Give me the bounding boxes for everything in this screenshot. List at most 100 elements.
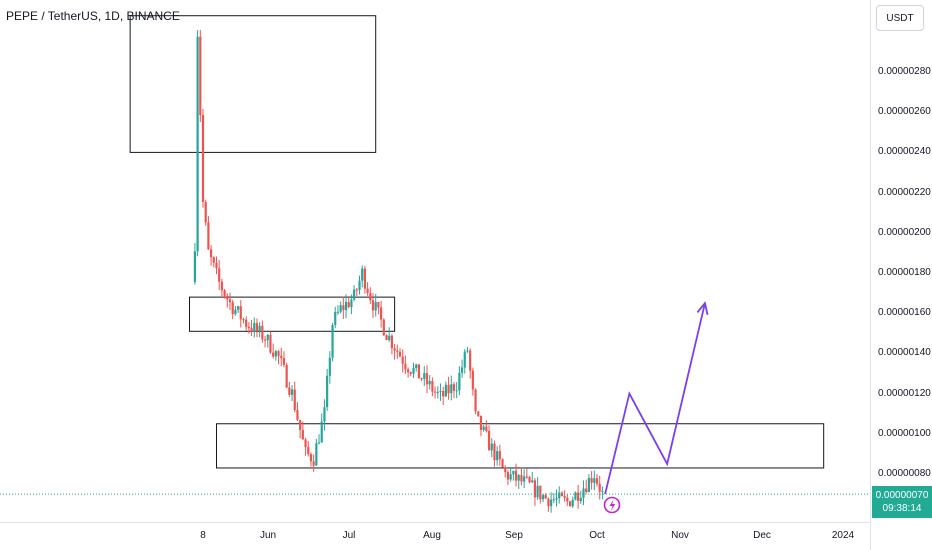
bar-countdown: 09:38:14 xyxy=(882,503,922,514)
candle xyxy=(512,470,515,481)
candle xyxy=(296,402,299,421)
candle xyxy=(525,468,528,479)
candle xyxy=(520,467,523,486)
candle xyxy=(531,471,534,483)
candle xyxy=(380,300,383,328)
candle xyxy=(574,491,577,501)
candle xyxy=(223,288,226,299)
candle xyxy=(299,419,302,439)
candle xyxy=(328,351,331,384)
candle xyxy=(396,344,399,359)
price-tick-label: 0.00000140 xyxy=(878,347,931,359)
candle xyxy=(595,474,599,487)
projection-path[interactable] xyxy=(604,302,706,495)
candle xyxy=(582,480,585,506)
candle xyxy=(388,327,391,342)
price-chart[interactable] xyxy=(0,0,870,522)
candle xyxy=(347,296,350,309)
candle xyxy=(358,275,361,295)
candle xyxy=(288,381,291,397)
candle xyxy=(369,287,372,305)
candle xyxy=(425,365,429,394)
candle xyxy=(490,438,493,458)
candle xyxy=(204,199,207,226)
candle xyxy=(536,477,539,500)
candle xyxy=(474,388,477,415)
price-tick-label: 0.00000120 xyxy=(878,387,931,399)
candle xyxy=(601,486,604,500)
candle xyxy=(436,386,439,399)
candle xyxy=(323,399,326,431)
candle xyxy=(371,293,375,318)
currency-button[interactable]: USDT xyxy=(876,5,924,31)
candle xyxy=(428,375,431,390)
candle xyxy=(274,349,277,361)
candle xyxy=(517,474,520,489)
projection-arrowhead xyxy=(696,301,709,316)
candle xyxy=(266,333,269,348)
candle xyxy=(541,493,545,503)
candle xyxy=(409,371,412,377)
candle xyxy=(220,278,223,298)
candle xyxy=(263,336,267,348)
candle xyxy=(593,470,596,491)
price-tick-label: 0.00000260 xyxy=(878,106,931,118)
candle xyxy=(498,444,501,466)
candle xyxy=(250,319,253,336)
candle xyxy=(528,475,531,484)
candle xyxy=(290,385,294,402)
candle xyxy=(209,245,213,266)
price-tick-label: 0.00000100 xyxy=(878,427,931,439)
candle xyxy=(433,386,437,399)
price-tick-label: 0.00000280 xyxy=(878,66,931,77)
candle xyxy=(253,317,256,338)
candle xyxy=(212,256,215,268)
candle xyxy=(277,349,280,365)
candle xyxy=(339,301,342,314)
candle xyxy=(344,294,348,319)
zone-rectangle-2[interactable] xyxy=(189,296,396,332)
candle xyxy=(382,318,385,336)
candle xyxy=(331,322,334,362)
candle xyxy=(231,299,234,320)
candle xyxy=(415,363,418,372)
price-tick-label: 0.00000200 xyxy=(878,226,931,238)
candle xyxy=(404,355,407,374)
candle xyxy=(452,382,456,399)
time-tick-label: Nov xyxy=(671,530,689,541)
candle xyxy=(501,458,504,468)
candle xyxy=(261,320,264,343)
candle xyxy=(412,362,415,379)
candle xyxy=(547,497,550,512)
candle xyxy=(350,294,353,315)
candle xyxy=(466,346,469,354)
candle xyxy=(506,470,510,486)
candle xyxy=(469,348,472,379)
candle xyxy=(504,465,507,478)
candle xyxy=(215,256,218,275)
candle xyxy=(401,349,404,373)
candle xyxy=(317,434,321,445)
price-axis[interactable] xyxy=(870,0,932,550)
candle xyxy=(236,305,240,314)
candle xyxy=(550,492,553,513)
candle xyxy=(460,359,464,378)
candle xyxy=(315,438,318,466)
candle xyxy=(377,301,380,315)
zone-rectangle-1[interactable] xyxy=(129,15,377,153)
candle xyxy=(366,282,369,296)
candle xyxy=(307,440,310,457)
candle xyxy=(285,362,288,389)
time-axis[interactable] xyxy=(0,522,870,550)
candle xyxy=(598,475,601,500)
candle xyxy=(552,493,555,504)
time-tick-label: 8 xyxy=(200,530,206,541)
candle xyxy=(196,30,199,257)
chart-plot-area[interactable]: PEPE / TetherUS, 1D, BINANCE xyxy=(0,0,870,522)
candle xyxy=(471,367,474,396)
zone-rectangle-3[interactable] xyxy=(215,423,825,469)
candle xyxy=(280,347,283,367)
event-icon[interactable] xyxy=(603,496,621,514)
axis-separator xyxy=(870,0,871,550)
candle xyxy=(393,344,396,360)
